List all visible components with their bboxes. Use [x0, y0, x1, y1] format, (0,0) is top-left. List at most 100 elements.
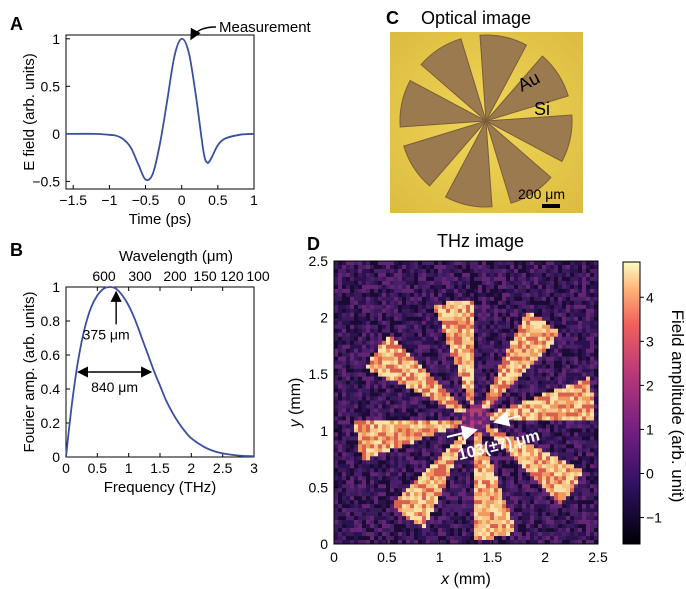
heatmap-cell [498, 261, 503, 266]
heatmap-cell [518, 368, 523, 373]
heatmap-cell [470, 388, 475, 393]
heatmap-cell [462, 400, 467, 405]
heatmap-cell [554, 288, 559, 294]
heatmap-cell [358, 396, 363, 401]
heatmap-cell [570, 536, 575, 541]
heatmap-cell [374, 296, 379, 302]
heatmap-cell [370, 540, 375, 545]
heatmap-cell [358, 392, 363, 397]
heatmap-cell [466, 480, 471, 485]
heatmap-cell [338, 348, 343, 353]
heatmap-cell [350, 472, 355, 477]
heatmap-cell [422, 384, 427, 389]
heatmap-cell [394, 540, 399, 545]
heatmap-cell [558, 524, 563, 529]
heatmap-cell [454, 296, 459, 302]
heatmap-cell [522, 424, 527, 429]
heatmap-cell [366, 516, 371, 521]
heatmap-cell [470, 356, 475, 361]
heatmap-cell [502, 512, 507, 517]
heatmap-cell [454, 500, 459, 505]
heatmap-cell [358, 268, 363, 274]
heatmap-cell [358, 300, 363, 306]
heatmap-cell [362, 512, 367, 517]
heatmap-cell [342, 476, 347, 481]
heatmap-cell [590, 312, 595, 318]
heatmap-cell [582, 372, 587, 377]
heatmap-cell [406, 292, 411, 298]
heatmap-cell [446, 388, 451, 393]
heatmap-cell [578, 280, 583, 286]
heatmap-cell [338, 392, 343, 397]
heatmap-cell [546, 296, 551, 302]
heatmap-cell [414, 472, 419, 477]
heatmap-cell [482, 396, 487, 401]
heatmap-cell [498, 276, 503, 282]
heatmap-cell [582, 464, 587, 469]
heatmap-cell [578, 496, 583, 501]
metal-blade [444, 119, 493, 208]
heatmap-cell [542, 508, 547, 513]
heatmap-cell [438, 484, 443, 489]
heatmap-cell [386, 432, 391, 437]
heatmap-cell [398, 396, 403, 401]
heatmap-cell [450, 404, 455, 409]
heatmap-cell [426, 476, 431, 481]
heatmap-cell [542, 520, 547, 525]
heatmap-cell [382, 452, 387, 457]
heatmap-cell [334, 412, 339, 417]
heatmap-cell [362, 384, 367, 389]
heatmap-cell [378, 308, 383, 314]
heatmap-cell [510, 396, 515, 401]
heatmap-cell [430, 356, 435, 361]
heatmap-cell [490, 292, 495, 298]
heatmap-cell [346, 488, 351, 493]
heatmap-cell [334, 476, 339, 481]
heatmap-cell [386, 376, 391, 381]
heatmap-cell [494, 328, 499, 334]
heatmap-cell [498, 312, 503, 318]
heatmap-cell [342, 536, 347, 541]
x-tick-label-b: 3 [250, 460, 258, 476]
heatmap-cell [586, 536, 591, 541]
heatmap-cell [466, 520, 471, 525]
heatmap-cell [594, 516, 599, 521]
heatmap-cell [570, 496, 575, 501]
heatmap-cell [594, 384, 599, 389]
heatmap-cell [486, 448, 491, 453]
heatmap-cell [350, 328, 355, 334]
heatmap-cell [566, 360, 571, 365]
heatmap-cell [410, 444, 415, 449]
heatmap-cell [458, 532, 463, 537]
heatmap-cell [530, 284, 535, 290]
heatmap-cell [498, 428, 503, 433]
heatmap-cell [442, 268, 447, 274]
heatmap-cell [538, 272, 543, 278]
heatmap-cell [534, 356, 539, 361]
heatmap-cell [506, 312, 511, 318]
heatmap-cell [526, 336, 531, 342]
heatmap-cell [402, 356, 407, 361]
heatmap-cell [474, 484, 479, 489]
heatmap-cell [386, 444, 391, 449]
heatmap-cell [542, 348, 547, 353]
heatmap-cell [474, 364, 479, 369]
heatmap-cell [582, 308, 587, 314]
heatmap-cell [362, 452, 367, 457]
heatmap-cell [426, 372, 431, 377]
heatmap-cell [390, 524, 395, 529]
heatmap-cell [526, 432, 531, 437]
heatmap-cell [350, 288, 355, 294]
heatmap-cell [582, 288, 587, 294]
heatmap-cell [362, 520, 367, 525]
heatmap-cell [430, 436, 435, 441]
heatmap-cell [434, 320, 439, 326]
heatmap-cell [566, 356, 571, 361]
heatmap-cell [526, 528, 531, 533]
heatmap-cell [570, 296, 575, 302]
heatmap-cell [442, 356, 447, 361]
heatmap-cell [334, 340, 339, 346]
heatmap-cell [574, 480, 579, 485]
heatmap-cell [398, 261, 403, 266]
heatmap-cell [454, 320, 459, 326]
